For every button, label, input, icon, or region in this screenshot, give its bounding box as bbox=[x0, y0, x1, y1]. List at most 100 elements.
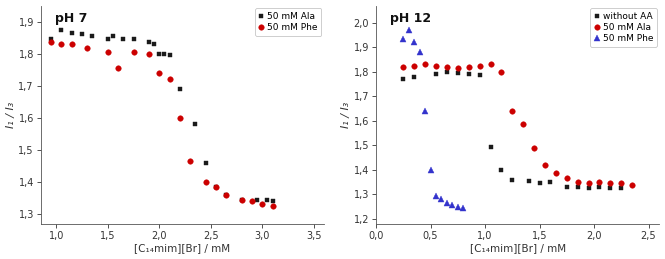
50 mM Ala bbox=[574, 181, 582, 184]
50 mM Phe bbox=[47, 41, 55, 44]
50 mM Ala bbox=[269, 200, 277, 203]
50 mM Ala bbox=[119, 38, 127, 41]
50 mM Phe bbox=[104, 51, 112, 54]
50 mM Phe bbox=[201, 181, 209, 184]
50 mM Ala bbox=[109, 34, 117, 38]
50 mM Phe bbox=[258, 203, 266, 206]
50 mM Phe bbox=[83, 46, 91, 49]
Text: pH 12: pH 12 bbox=[390, 12, 432, 25]
50 mM Ala bbox=[443, 65, 451, 68]
50 mM Ala bbox=[410, 64, 418, 67]
50 mM Phe bbox=[454, 205, 462, 208]
50 mM Ala bbox=[156, 52, 164, 55]
50 mM Phe bbox=[416, 51, 424, 54]
50 mM Phe bbox=[186, 160, 194, 163]
Y-axis label: I₁ / I₃: I₁ / I₃ bbox=[341, 102, 351, 128]
50 mM Ala bbox=[585, 182, 593, 185]
Line: 50 mM Phe: 50 mM Phe bbox=[400, 27, 467, 211]
50 mM Ala bbox=[130, 38, 138, 41]
50 mM Ala bbox=[454, 67, 462, 70]
Legend: without AA, 50 mM Ala, 50 mM Phe: without AA, 50 mM Ala, 50 mM Phe bbox=[590, 8, 657, 47]
without AA bbox=[410, 75, 418, 78]
50 mM Ala bbox=[475, 64, 483, 67]
without AA bbox=[525, 179, 533, 182]
50 mM Ala bbox=[465, 65, 473, 68]
50 mM Phe bbox=[130, 51, 138, 54]
50 mM Ala bbox=[47, 38, 55, 41]
50 mM Phe bbox=[410, 41, 418, 44]
50 mM Phe bbox=[426, 168, 434, 171]
without AA bbox=[535, 182, 543, 185]
50 mM Phe bbox=[269, 205, 277, 208]
50 mM Ala bbox=[222, 193, 230, 196]
50 mM Phe bbox=[438, 198, 446, 201]
Line: 50 mM Ala: 50 mM Ala bbox=[49, 27, 275, 204]
without AA bbox=[443, 70, 451, 73]
X-axis label: [C₁₄mim][Br] / mM: [C₁₄mim][Br] / mM bbox=[469, 243, 566, 254]
without AA bbox=[454, 71, 462, 75]
50 mM Phe bbox=[222, 193, 230, 196]
50 mM Phe bbox=[405, 28, 413, 32]
50 mM Phe bbox=[432, 194, 440, 197]
50 mM Phe bbox=[57, 42, 65, 46]
50 mM Phe bbox=[421, 109, 429, 112]
Y-axis label: I₁ / I₃: I₁ / I₃ bbox=[5, 102, 15, 128]
50 mM Ala bbox=[104, 38, 112, 41]
50 mM Phe bbox=[176, 116, 184, 119]
50 mM Phe bbox=[156, 71, 164, 75]
Line: without AA: without AA bbox=[401, 69, 624, 191]
50 mM Ala bbox=[212, 185, 220, 188]
50 mM Ala bbox=[432, 64, 440, 67]
without AA bbox=[497, 168, 505, 171]
50 mM Ala bbox=[497, 70, 505, 73]
without AA bbox=[508, 178, 516, 181]
50 mM Ala bbox=[57, 28, 65, 31]
50 mM Ala bbox=[563, 177, 571, 180]
50 mM Ala bbox=[617, 182, 625, 185]
X-axis label: [C₁₄mim][Br] / mM: [C₁₄mim][Br] / mM bbox=[134, 243, 231, 254]
50 mM Phe bbox=[114, 67, 122, 70]
50 mM Ala bbox=[487, 63, 495, 66]
50 mM Ala bbox=[166, 54, 174, 57]
Text: pH 7: pH 7 bbox=[55, 12, 87, 25]
50 mM Phe bbox=[237, 198, 245, 201]
50 mM Ala bbox=[541, 163, 549, 167]
50 mM Ala bbox=[160, 52, 168, 55]
50 mM Ala bbox=[176, 88, 184, 91]
50 mM Ala bbox=[530, 146, 538, 149]
50 mM Ala bbox=[628, 183, 636, 186]
50 mM Ala bbox=[145, 41, 153, 44]
50 mM Ala bbox=[150, 42, 158, 46]
without AA bbox=[595, 185, 603, 189]
50 mM Ala bbox=[606, 182, 614, 185]
50 mM Phe bbox=[248, 200, 256, 203]
without AA bbox=[563, 185, 571, 189]
50 mM Ala bbox=[399, 65, 407, 68]
50 mM Ala bbox=[595, 181, 603, 184]
without AA bbox=[574, 185, 582, 189]
without AA bbox=[617, 187, 625, 190]
50 mM Phe bbox=[145, 52, 153, 55]
Line: 50 mM Phe: 50 mM Phe bbox=[49, 40, 275, 209]
Legend: 50 mM Ala, 50 mM Phe: 50 mM Ala, 50 mM Phe bbox=[255, 8, 321, 36]
without AA bbox=[547, 181, 555, 184]
50 mM Ala bbox=[552, 172, 560, 175]
50 mM Phe bbox=[460, 206, 467, 209]
without AA bbox=[399, 77, 407, 81]
without AA bbox=[475, 74, 483, 77]
50 mM Ala bbox=[192, 123, 200, 126]
Line: 50 mM Ala: 50 mM Ala bbox=[400, 62, 635, 187]
50 mM Ala bbox=[519, 123, 527, 126]
50 mM Ala bbox=[263, 198, 271, 201]
50 mM Phe bbox=[166, 78, 174, 81]
50 mM Ala bbox=[68, 31, 76, 34]
without AA bbox=[606, 187, 614, 190]
50 mM Ala bbox=[237, 198, 245, 201]
without AA bbox=[487, 145, 495, 148]
50 mM Phe bbox=[443, 201, 451, 204]
50 mM Ala bbox=[201, 161, 209, 164]
50 mM Ala bbox=[508, 109, 516, 112]
50 mM Ala bbox=[88, 34, 96, 38]
without AA bbox=[432, 73, 440, 76]
50 mM Phe bbox=[448, 204, 456, 207]
